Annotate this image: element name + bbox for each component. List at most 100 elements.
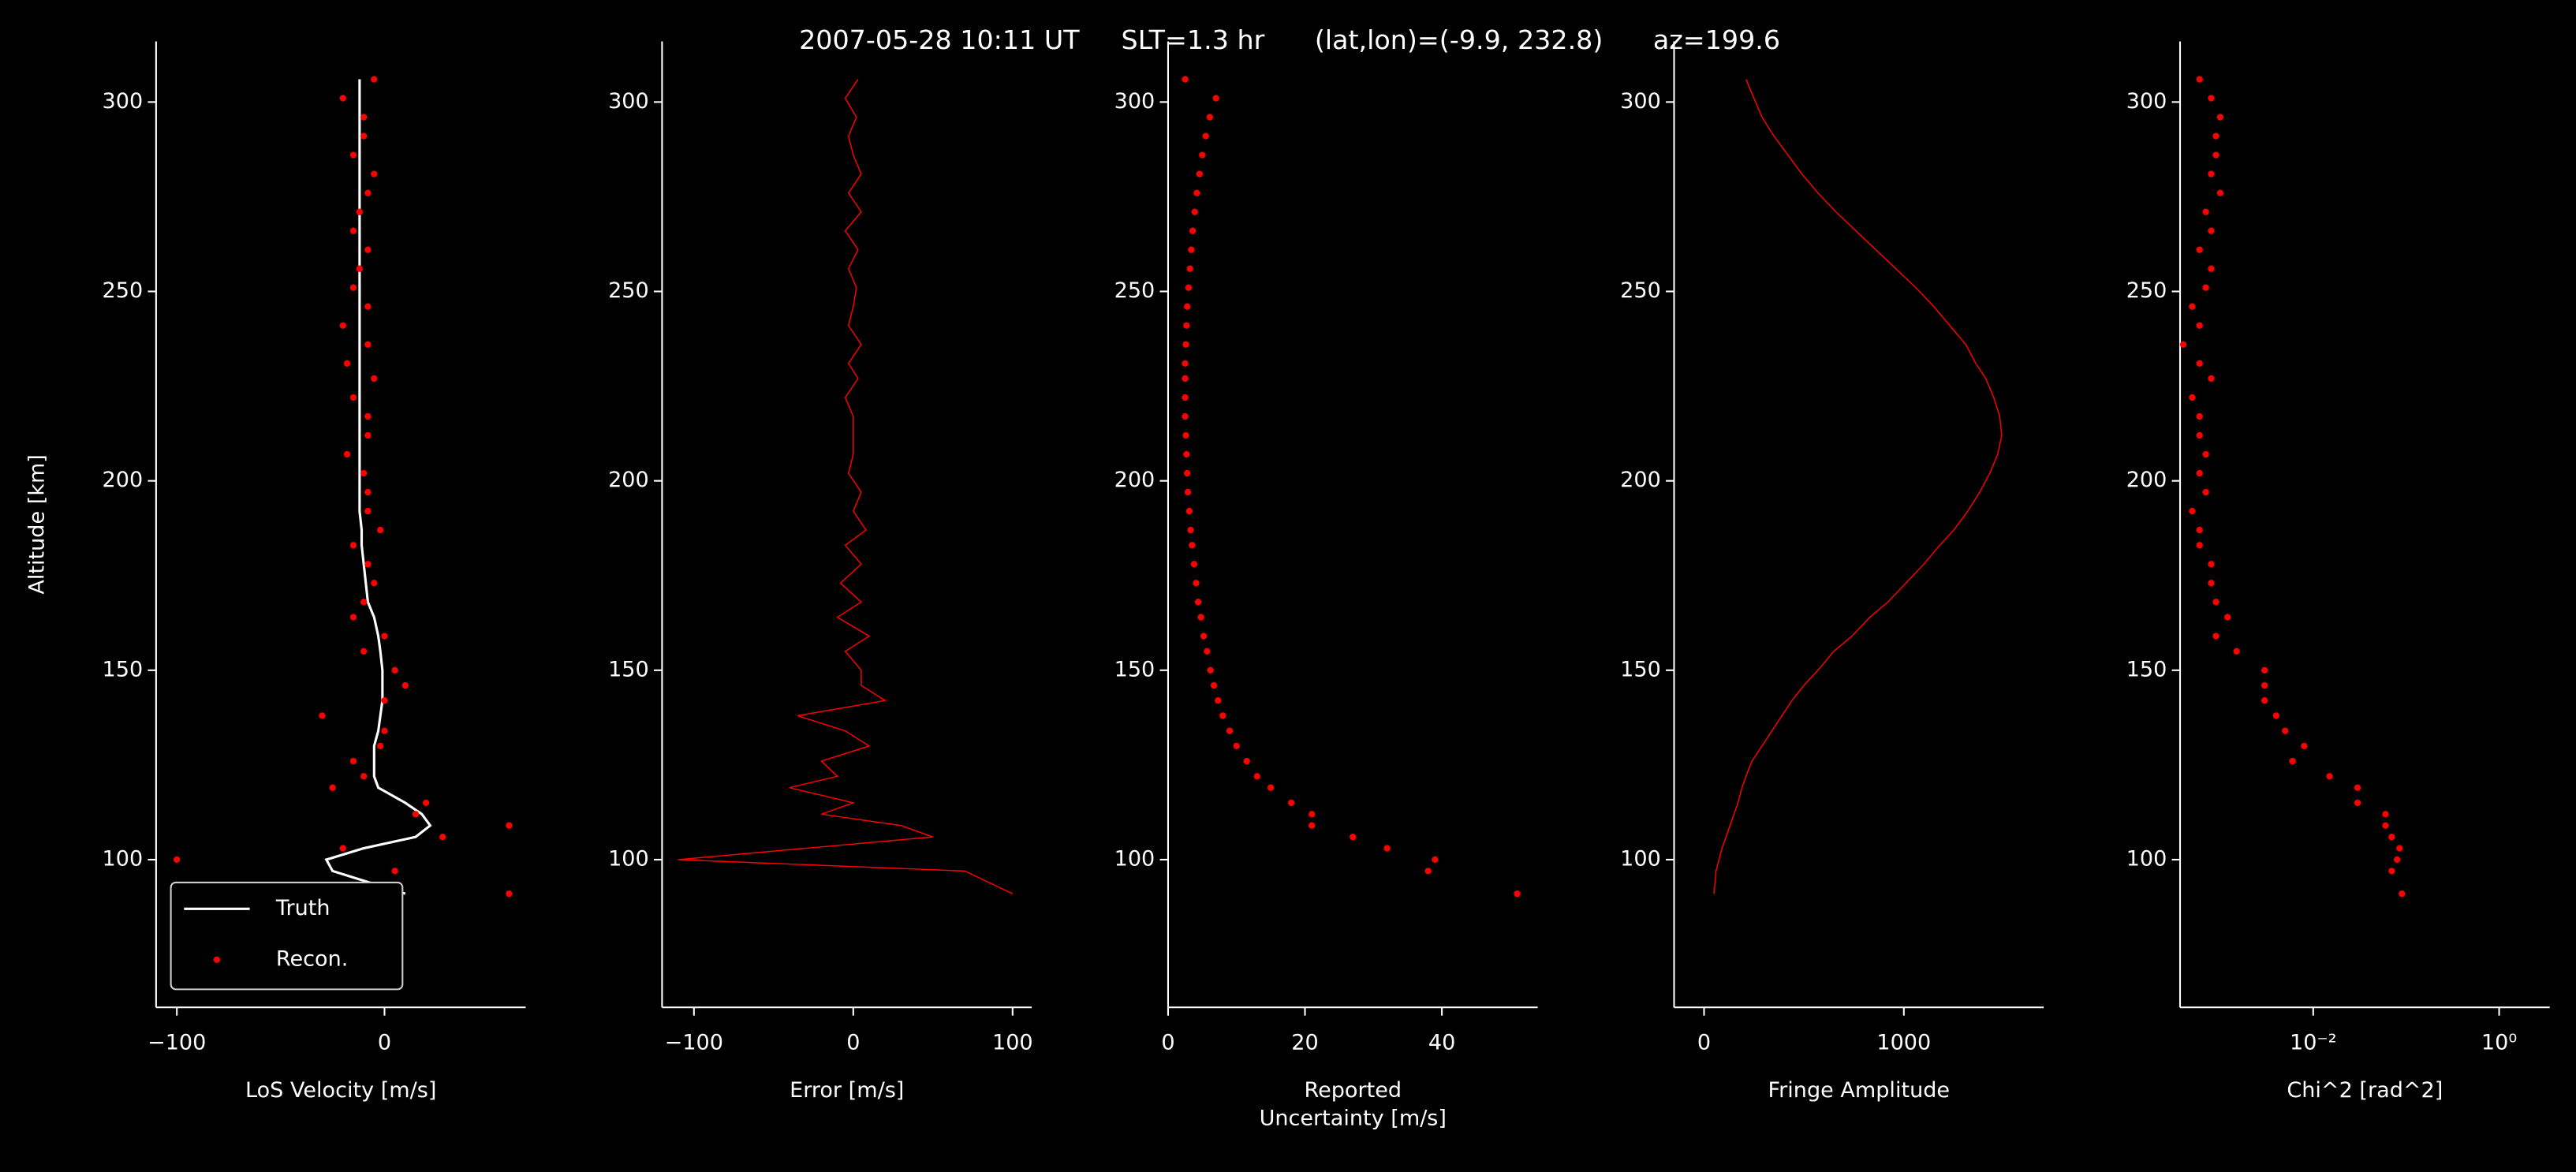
y-tick-label: 300 xyxy=(103,89,144,114)
data-point xyxy=(1200,633,1208,640)
data-point xyxy=(1432,856,1439,864)
data-point xyxy=(1196,170,1204,177)
y-tick-label: 300 xyxy=(1114,89,1155,114)
data-point xyxy=(1424,868,1432,875)
data-point xyxy=(1383,845,1391,852)
data-point xyxy=(2196,76,2203,83)
data-point xyxy=(1184,488,1192,496)
data-point xyxy=(2208,95,2215,102)
data-point xyxy=(1309,822,1316,829)
data-point xyxy=(360,599,368,606)
data-point xyxy=(349,284,357,291)
x-tick-label: −100 xyxy=(665,1031,723,1055)
data-point xyxy=(1182,375,1189,383)
y-tick-label: 100 xyxy=(608,846,649,871)
data-point xyxy=(329,784,336,791)
data-point xyxy=(1184,469,1191,477)
y-tick-label: 150 xyxy=(1114,657,1155,681)
data-point xyxy=(1185,507,1193,515)
data-point xyxy=(360,114,368,121)
data-point xyxy=(391,666,398,674)
data-point xyxy=(364,303,371,310)
x-tick-label: 0 xyxy=(846,1031,860,1055)
x-tick-label: 40 xyxy=(1428,1031,1455,1055)
x-tick-label: 10⁻² xyxy=(2290,1031,2337,1055)
data-point xyxy=(356,265,364,272)
y-tick-label: 200 xyxy=(2126,468,2167,492)
data-point xyxy=(1212,95,1219,102)
data-point xyxy=(1182,394,1189,401)
data-point xyxy=(2382,822,2389,829)
data-point xyxy=(371,375,378,383)
x-axis-label: Reported xyxy=(1305,1078,1402,1103)
y-tick-label: 150 xyxy=(2126,657,2167,681)
data-point xyxy=(381,633,388,640)
data-point xyxy=(2388,868,2395,875)
y-tick-label: 250 xyxy=(103,278,144,303)
y-tick-label: 300 xyxy=(608,89,649,114)
data-point xyxy=(1185,284,1193,291)
data-point xyxy=(1190,561,1198,568)
data-point xyxy=(1197,614,1204,621)
y-tick-label: 100 xyxy=(1620,846,1661,871)
data-point xyxy=(2189,507,2196,515)
x-axis-label: Error [m/s] xyxy=(790,1078,904,1103)
data-point xyxy=(2189,394,2196,401)
data-point xyxy=(381,697,388,704)
data-point xyxy=(1267,784,1275,791)
data-point xyxy=(1309,811,1316,818)
data-point xyxy=(2202,488,2209,496)
x-axis-label: Chi^2 [rad^2] xyxy=(2287,1078,2443,1103)
y-tick-label: 250 xyxy=(1620,278,1661,303)
data-point xyxy=(1194,599,1202,606)
legend-label: Recon. xyxy=(276,946,348,971)
data-point xyxy=(2394,856,2401,864)
data-point xyxy=(401,681,409,689)
data-point xyxy=(371,170,378,177)
data-point xyxy=(2289,757,2296,765)
data-point xyxy=(506,890,513,898)
data-point xyxy=(364,412,371,420)
data-point xyxy=(1191,208,1198,215)
data-point xyxy=(2208,170,2215,177)
data-point xyxy=(339,322,347,329)
x-tick-label: 0 xyxy=(378,1031,391,1055)
data-point xyxy=(1219,712,1226,719)
data-point xyxy=(2301,742,2308,750)
data-point xyxy=(2196,322,2203,329)
data-point xyxy=(2208,580,2215,587)
data-point xyxy=(1243,757,1250,765)
data-line xyxy=(1713,79,2003,894)
data-point xyxy=(2382,811,2389,818)
legend-label: Truth xyxy=(275,896,330,920)
data-point xyxy=(2224,614,2231,621)
data-point xyxy=(381,727,388,734)
data-point xyxy=(364,561,371,568)
data-point xyxy=(343,450,351,458)
data-point xyxy=(2388,833,2395,841)
data-point xyxy=(2189,303,2196,310)
data-point xyxy=(360,648,368,655)
legend-marker xyxy=(213,956,221,964)
y-tick-label: 300 xyxy=(2126,89,2167,114)
data-point xyxy=(2354,799,2361,807)
x-axis-label: Uncertainty [m/s] xyxy=(1260,1106,1447,1130)
data-point xyxy=(339,845,347,852)
data-point xyxy=(1183,450,1190,458)
y-tick-label: 200 xyxy=(1620,468,1661,492)
data-point xyxy=(2326,773,2333,780)
data-point xyxy=(1182,360,1189,367)
y-tick-label: 300 xyxy=(1620,89,1661,114)
data-point xyxy=(1188,246,1195,253)
data-point xyxy=(2212,633,2219,640)
data-point xyxy=(364,246,371,253)
data-point xyxy=(2179,341,2187,348)
y-tick-label: 250 xyxy=(608,278,649,303)
data-point xyxy=(377,526,384,534)
data-point xyxy=(1233,742,1240,750)
x-axis-label: Fringe Amplitude xyxy=(1768,1078,1951,1103)
data-point xyxy=(319,712,326,719)
data-point xyxy=(339,95,347,102)
data-point xyxy=(2196,412,2203,420)
